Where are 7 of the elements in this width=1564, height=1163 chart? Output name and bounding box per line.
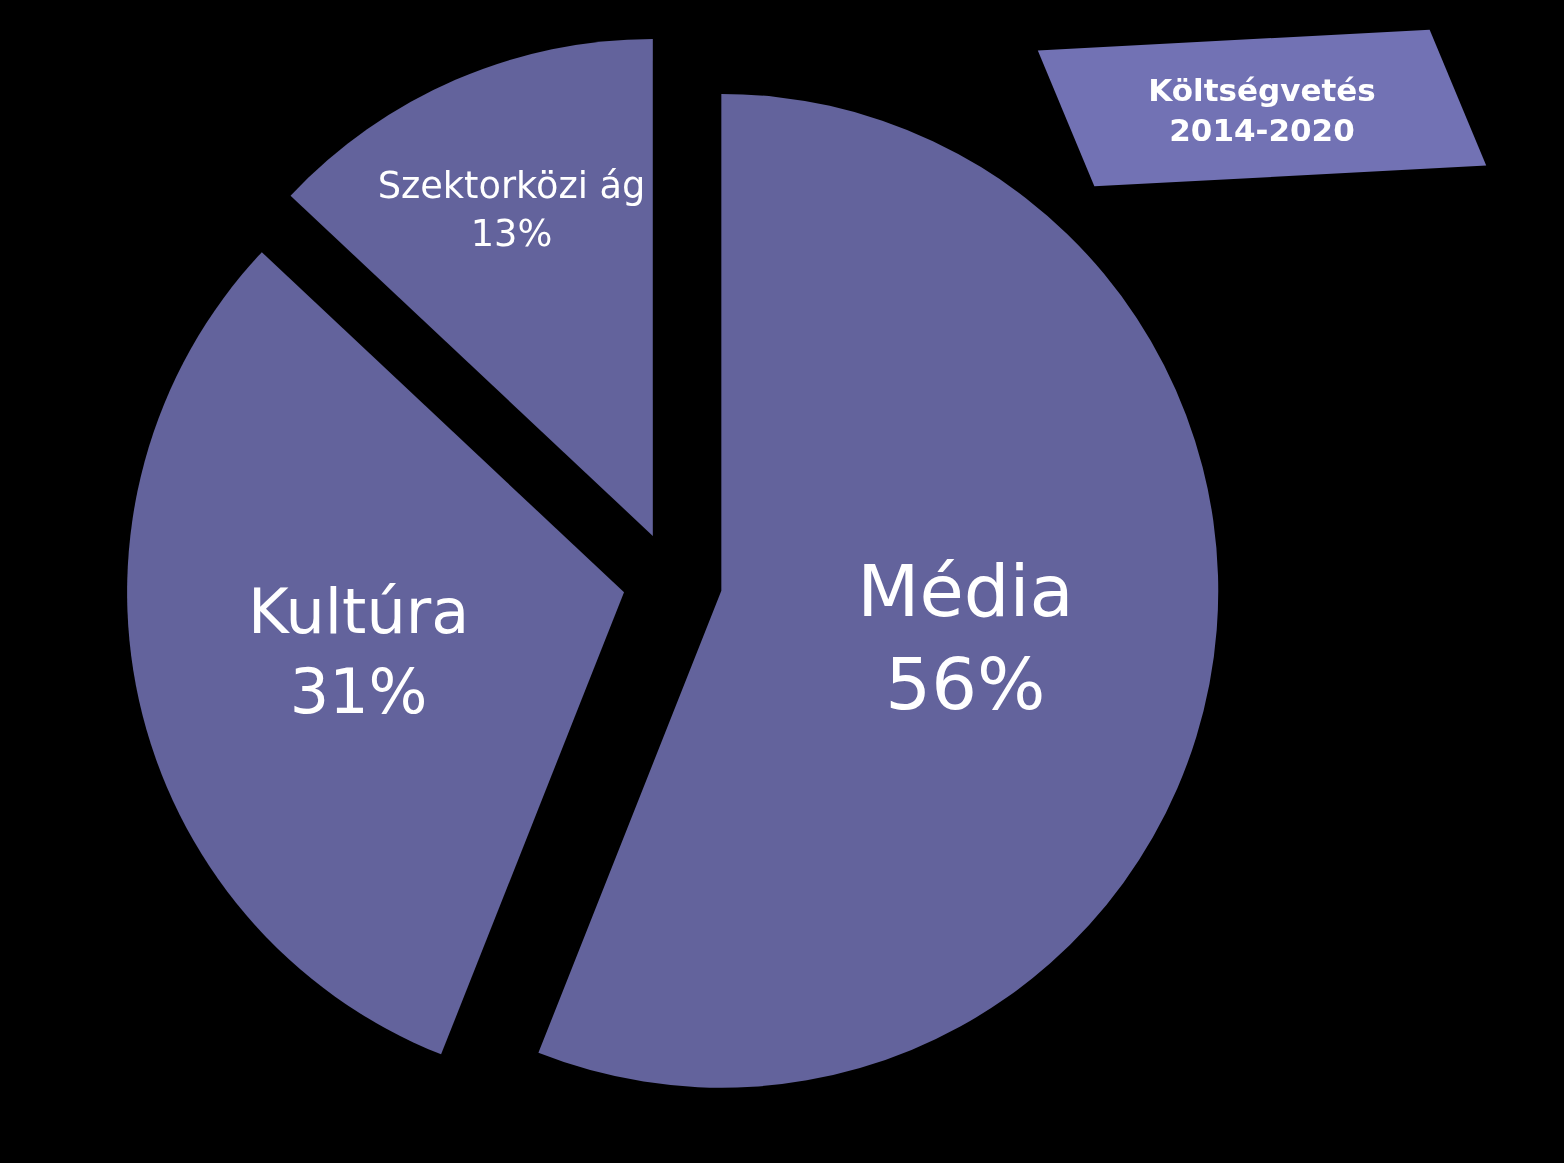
data-label: 31% [289,655,428,729]
data-label: 56% [885,642,1046,727]
slice-label: Szektorközi ág [377,164,646,208]
text: Költségvetés 2014-2020 [1147,71,1377,150]
slice-label: Kultúra [248,574,470,648]
data-label: 13% [470,212,553,256]
slice-label: Média [857,548,1074,633]
